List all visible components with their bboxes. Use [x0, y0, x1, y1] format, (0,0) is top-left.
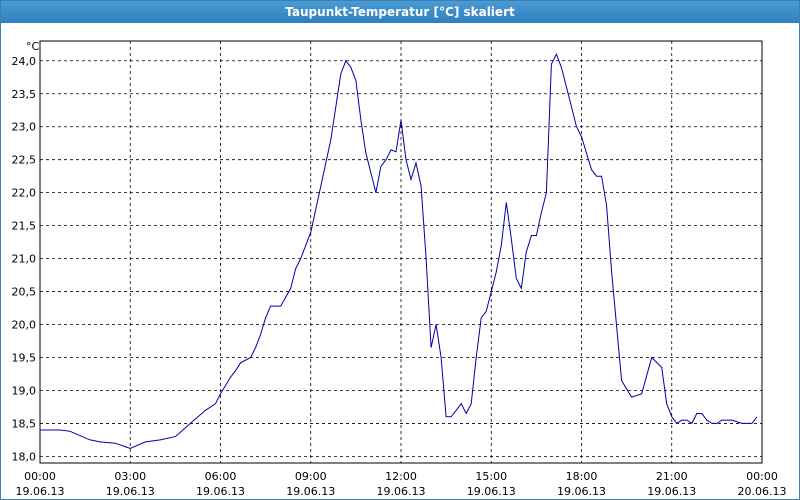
x-tick-date-label: 19.06.13 [557, 485, 606, 498]
x-tick-date-label: 19.06.13 [16, 485, 65, 498]
x-tick-time-label: 12:00 [385, 470, 417, 483]
y-tick-label: 19,5 [12, 352, 37, 365]
x-tick-time-label: 21:00 [656, 470, 688, 483]
x-tick-time-label: 00:00 [746, 470, 778, 483]
x-tick-date-label: 19.06.13 [106, 485, 155, 498]
y-axis-unit-label: °C [26, 40, 40, 53]
x-tick-time-label: 06:00 [205, 470, 237, 483]
window-title: Taupunkt-Temperatur [°C] skaliert [1, 1, 799, 23]
x-tick-time-label: 03:00 [114, 470, 146, 483]
y-tick-labels: 18,0 18,5 19,0 19,5 20,0 20,5 21,0 21,5 22,0 22,5… [12, 55, 37, 464]
y-tick-label: 22,0 [12, 187, 37, 200]
x-tick-date-label: 19.06.13 [647, 485, 696, 498]
x-tick-date-label: 19.06.13 [196, 485, 245, 498]
y-tick-label: 21,5 [12, 220, 37, 233]
x-tick-labels: 00:00 19.06.13 03:00 19.06.13 06:00 19.06.13 0… [16, 470, 787, 498]
y-tick-label: 23,0 [12, 121, 37, 134]
y-tick-label: 23,5 [12, 88, 37, 101]
axes [39, 40, 763, 464]
grid-lines [40, 41, 762, 463]
y-tick-label: 21,0 [12, 253, 37, 266]
y-tick-label: 24,0 [12, 55, 37, 68]
x-tick-time-label: 09:00 [295, 470, 327, 483]
x-tick-time-label: 18:00 [566, 470, 598, 483]
series-line [40, 52, 758, 450]
x-tick-date-label: 19.06.13 [286, 485, 335, 498]
y-tick-label: 20,0 [12, 319, 37, 332]
x-tick-date-label: 19.06.13 [377, 485, 426, 498]
plot-border [39, 40, 763, 464]
y-tick-label: 18,5 [12, 417, 37, 430]
x-tick-date-label: 20.06.13 [738, 485, 787, 498]
x-tick-time-label: 00:00 [24, 470, 56, 483]
y-tick-label: 22,5 [12, 154, 37, 167]
dewpoint-line-chart: °C 18,0 18,5 19,0 19,5 20,0 20,5 21,0 21,5 22,0 2… [12, 40, 787, 498]
y-tick-label: 18,0 [12, 450, 37, 463]
y-tick-label: 19,0 [12, 384, 37, 397]
y-tick-label: 20,5 [12, 286, 37, 299]
x-tick-date-label: 19.06.13 [467, 485, 516, 498]
x-tick-time-label: 15:00 [475, 470, 507, 483]
